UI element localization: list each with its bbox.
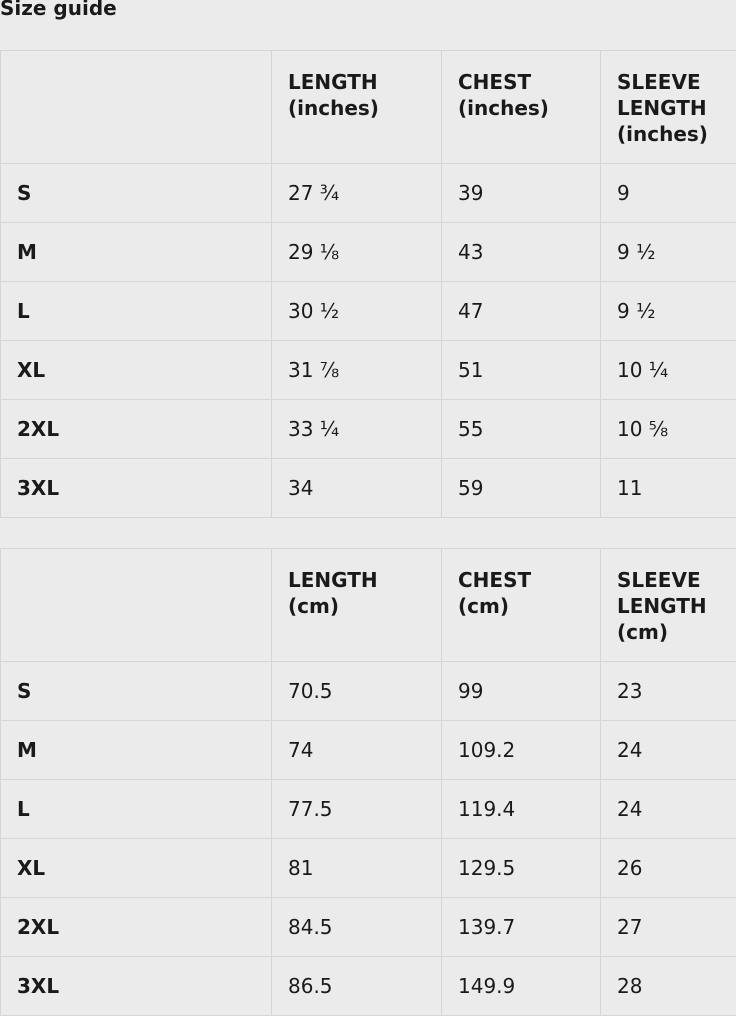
measurement-cell: 139.7 [441, 897, 601, 957]
table-row: 3XL 34 59 11 [0, 458, 736, 518]
measurement-cell: 27 [600, 897, 736, 957]
size-label: L [0, 779, 272, 839]
size-label: 2XL [0, 399, 272, 459]
table-row: S 70.5 99 23 [0, 661, 736, 721]
measurement-cell: 28 [600, 956, 736, 1016]
measurement-cell: 84.5 [271, 897, 442, 957]
measurement-cell: 59 [441, 458, 601, 518]
measurement-cell: 11 [600, 458, 736, 518]
column-header [0, 548, 272, 662]
header-row: LENGTH (inches) CHEST (inches) SLEEVE LENG… [0, 50, 736, 164]
column-header: CHEST (cm) [441, 548, 601, 662]
table-row: 3XL 86.5 149.9 28 [0, 956, 736, 1016]
measurement-cell: 81 [271, 838, 442, 898]
measurement-cell: 10 ⅝ [600, 399, 736, 459]
size-label: S [0, 661, 272, 721]
table-row: 2XL 84.5 139.7 27 [0, 897, 736, 957]
size-label: 2XL [0, 897, 272, 957]
table-row: XL 31 ⅞ 51 10 ¼ [0, 340, 736, 400]
measurement-cell: 31 ⅞ [271, 340, 442, 400]
measurement-cell: 86.5 [271, 956, 442, 1016]
size-label: M [0, 222, 272, 282]
column-header: LENGTH (cm) [271, 548, 442, 662]
measurement-cell: 9 ½ [600, 222, 736, 282]
size-table-cm: LENGTH (cm) CHEST (cm) SLEEVE LENGTH (cm) S… [0, 548, 736, 1016]
table-row: M 29 ⅛ 43 9 ½ [0, 222, 736, 282]
measurement-cell: 24 [600, 720, 736, 780]
measurement-cell: 33 ¼ [271, 399, 442, 459]
column-header: SLEEVE LENGTH (inches) [600, 50, 736, 164]
page-title: Size guide [0, 0, 117, 20]
table-row: M 74 109.2 24 [0, 720, 736, 780]
measurement-cell: 109.2 [441, 720, 601, 780]
column-header: SLEEVE LENGTH (cm) [600, 548, 736, 662]
table-row: L 30 ½ 47 9 ½ [0, 281, 736, 341]
table-row: L 77.5 119.4 24 [0, 779, 736, 839]
measurement-cell: 77.5 [271, 779, 442, 839]
size-label: 3XL [0, 956, 272, 1016]
measurement-cell: 29 ⅛ [271, 222, 442, 282]
measurement-cell: 74 [271, 720, 442, 780]
size-label: XL [0, 340, 272, 400]
measurement-cell: 10 ¼ [600, 340, 736, 400]
measurement-cell: 26 [600, 838, 736, 898]
size-label: S [0, 163, 272, 223]
measurement-cell: 70.5 [271, 661, 442, 721]
measurement-cell: 55 [441, 399, 601, 459]
measurement-cell: 24 [600, 779, 736, 839]
measurement-cell: 9 [600, 163, 736, 223]
header-row: LENGTH (cm) CHEST (cm) SLEEVE LENGTH (cm) [0, 548, 736, 662]
size-table-inches: LENGTH (inches) CHEST (inches) SLEEVE LENG… [0, 50, 736, 518]
measurement-cell: 34 [271, 458, 442, 518]
measurement-cell: 23 [600, 661, 736, 721]
table-row: 2XL 33 ¼ 55 10 ⅝ [0, 399, 736, 459]
measurement-cell: 9 ½ [600, 281, 736, 341]
table-row: S 27 ¾ 39 9 [0, 163, 736, 223]
column-header: LENGTH (inches) [271, 50, 442, 164]
size-label: L [0, 281, 272, 341]
measurement-cell: 51 [441, 340, 601, 400]
column-header: CHEST (inches) [441, 50, 601, 164]
column-header [0, 50, 272, 164]
measurement-cell: 30 ½ [271, 281, 442, 341]
measurement-cell: 119.4 [441, 779, 601, 839]
size-label: M [0, 720, 272, 780]
size-label: 3XL [0, 458, 272, 518]
measurement-cell: 27 ¾ [271, 163, 442, 223]
measurement-cell: 129.5 [441, 838, 601, 898]
measurement-cell: 149.9 [441, 956, 601, 1016]
measurement-cell: 43 [441, 222, 601, 282]
table-row: XL 81 129.5 26 [0, 838, 736, 898]
size-label: XL [0, 838, 272, 898]
measurement-cell: 47 [441, 281, 601, 341]
measurement-cell: 99 [441, 661, 601, 721]
measurement-cell: 39 [441, 163, 601, 223]
